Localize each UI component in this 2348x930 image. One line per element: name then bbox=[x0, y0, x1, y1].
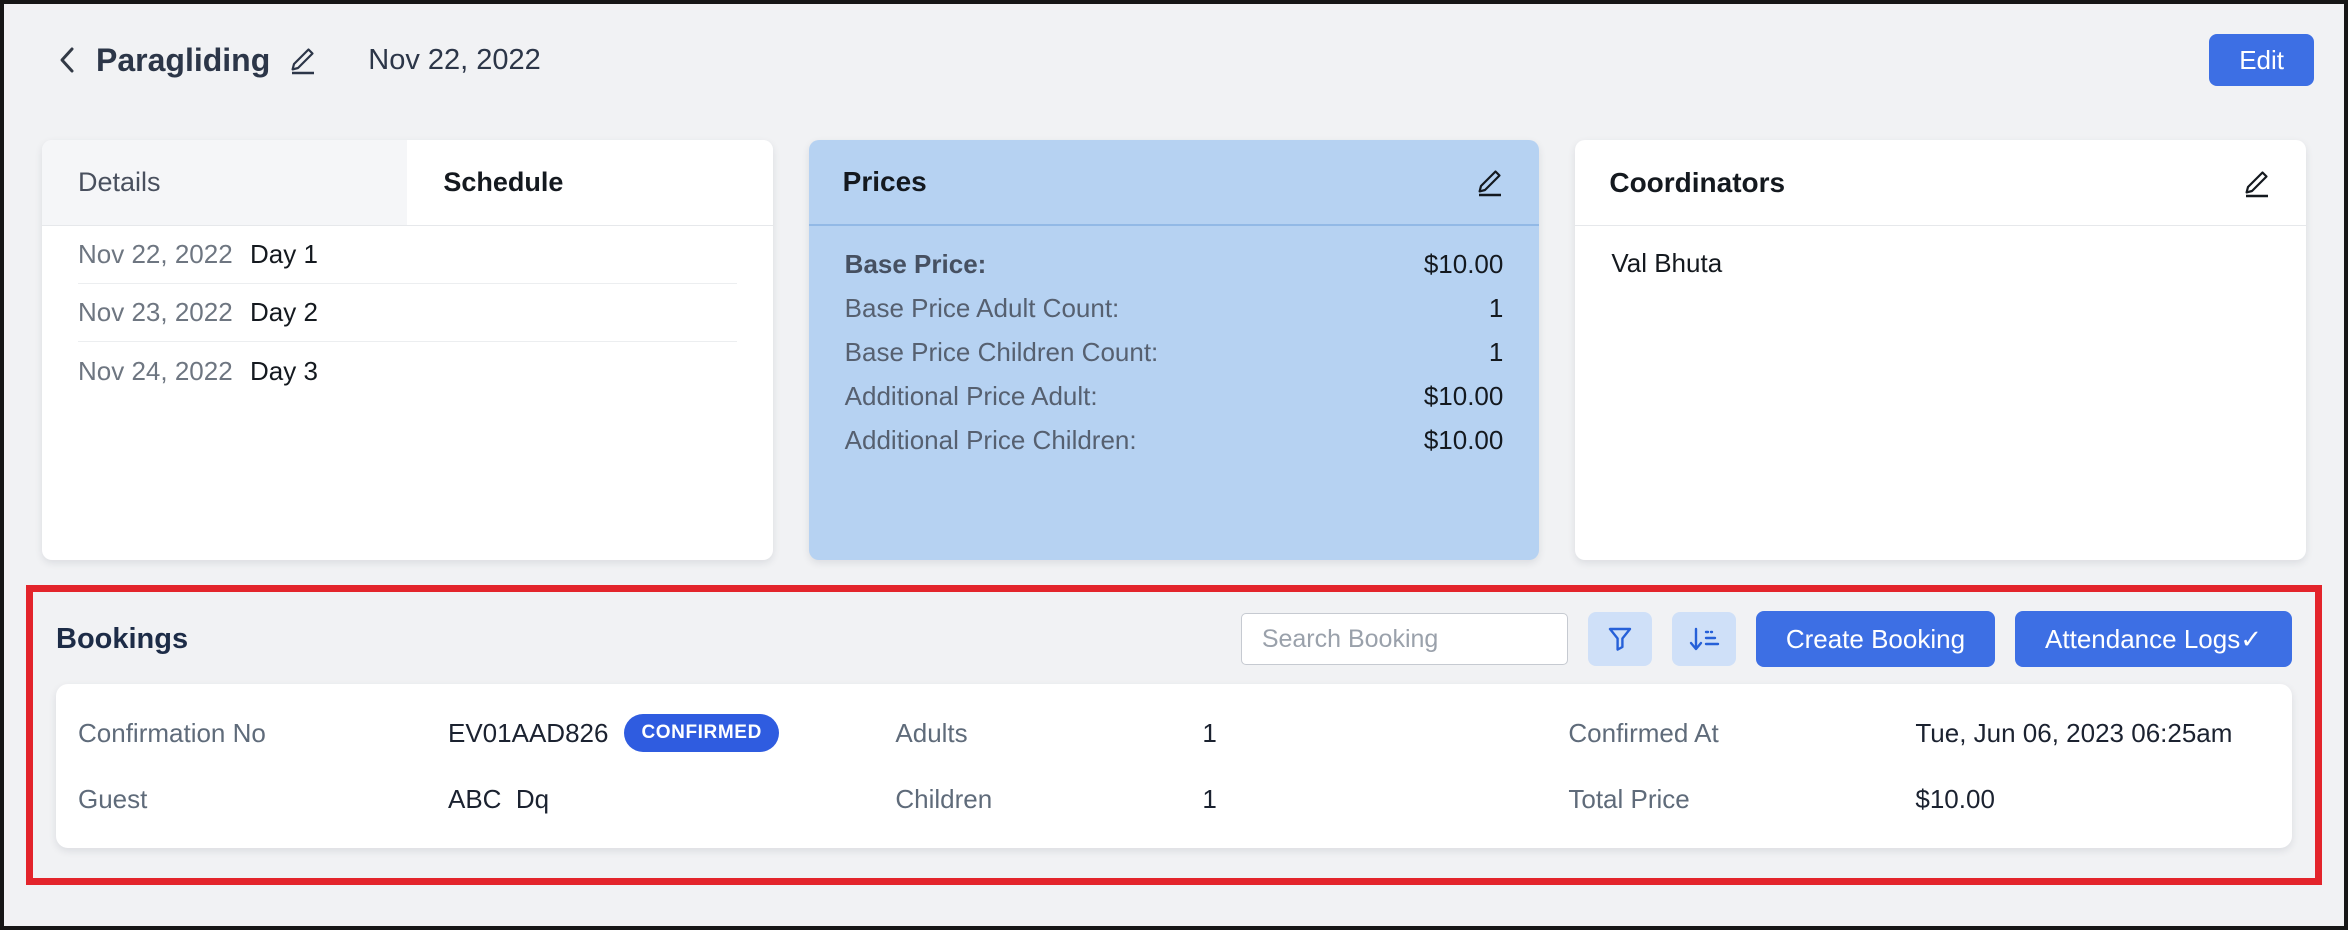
page-header: Paragliding Nov 22, 2022 Edit bbox=[4, 4, 2344, 116]
pencil-icon bbox=[2240, 167, 2272, 199]
status-badge: CONFIRMED bbox=[624, 714, 779, 752]
booking-col-3: Confirmed At Tue, Jun 06, 2023 06:25am T… bbox=[1568, 709, 2292, 823]
schedule-card: Details Schedule Nov 22, 2022 Day 1 Nov … bbox=[42, 140, 773, 560]
edit-coordinators-button[interactable] bbox=[2240, 167, 2272, 199]
search-booking-input[interactable] bbox=[1240, 613, 1568, 665]
adults-value: 1 bbox=[1202, 717, 1217, 748]
guest-value: ABC Dq bbox=[448, 783, 550, 814]
attendance-logs-button[interactable]: Attendance Logs✓ bbox=[2015, 611, 2292, 667]
price-value: $10.00 bbox=[1423, 248, 1504, 279]
price-value: $10.00 bbox=[1423, 424, 1504, 455]
adults-field: Adults 1 bbox=[895, 709, 1568, 757]
price-row: Additional Price Adult: $10.00 bbox=[845, 374, 1504, 418]
cards-row: Details Schedule Nov 22, 2022 Day 1 Nov … bbox=[42, 140, 2307, 560]
schedule-row-day: Day 1 bbox=[250, 239, 318, 269]
confirmation-value: EV01AAD826 bbox=[448, 717, 609, 748]
coordinators-card: Coordinators Val Bhuta bbox=[1575, 140, 2307, 560]
price-row: Additional Price Children: $10.00 bbox=[845, 418, 1504, 462]
filter-icon bbox=[1605, 624, 1635, 654]
schedule-tabbar: Details Schedule bbox=[42, 140, 773, 226]
adults-label: Adults bbox=[895, 717, 968, 748]
price-row: Base Price Adult Count: 1 bbox=[845, 286, 1504, 330]
price-value: 1 bbox=[1488, 336, 1504, 367]
booking-col-1: Confirmation No EV01AAD826 CONFIRMED Gue… bbox=[56, 709, 895, 823]
edit-title-button[interactable] bbox=[286, 44, 318, 76]
schedule-list: Nov 22, 2022 Day 1 Nov 23, 2022 Day 2 No… bbox=[42, 226, 773, 400]
coordinators-title: Coordinators bbox=[1609, 166, 1786, 198]
total-price-label: Total Price bbox=[1568, 783, 1690, 814]
booking-col-2: Adults 1 Children 1 bbox=[895, 709, 1568, 823]
confirmed-at-field: Confirmed At Tue, Jun 06, 2023 06:25am bbox=[1568, 709, 2292, 757]
price-label: Base Price Children Count: bbox=[844, 336, 1159, 367]
price-label: Additional Price Adult: bbox=[844, 380, 1098, 411]
price-label: Base Price Adult Count: bbox=[844, 292, 1120, 323]
confirmation-label: Confirmation No bbox=[78, 717, 266, 748]
schedule-row-date: Nov 22, 2022 bbox=[78, 239, 233, 269]
children-label: Children bbox=[895, 783, 993, 814]
total-price-value: $10.00 bbox=[1915, 783, 1995, 814]
confirmed-at-value: Tue, Jun 06, 2023 06:25am bbox=[1915, 717, 2233, 748]
bookings-title: Bookings bbox=[56, 622, 189, 655]
schedule-row-day: Day 3 bbox=[250, 355, 318, 386]
price-value: $10.00 bbox=[1423, 380, 1504, 411]
schedule-row-day: Day 2 bbox=[250, 297, 318, 327]
attendance-logs-label: Attendance Logs bbox=[2045, 623, 2241, 654]
price-label: Base Price: bbox=[844, 248, 987, 279]
children-field: Children 1 bbox=[895, 775, 1568, 823]
price-row: Base Price Children Count: 1 bbox=[845, 330, 1504, 374]
prices-list: Base Price: $10.00 Base Price Adult Coun… bbox=[809, 226, 1540, 462]
schedule-row: Nov 23, 2022 Day 2 bbox=[78, 284, 737, 342]
prices-card-header: Prices bbox=[808, 140, 1540, 226]
create-booking-button[interactable]: Create Booking bbox=[1755, 611, 1996, 667]
bookings-toolbar: Bookings Create Booking Attendanc bbox=[56, 594, 2292, 684]
event-date: Nov 22, 2022 bbox=[368, 43, 541, 76]
sort-button[interactable] bbox=[1671, 612, 1736, 666]
schedule-row-date: Nov 24, 2022 bbox=[78, 355, 233, 386]
tab-details[interactable]: Details bbox=[42, 140, 408, 225]
total-price-field: Total Price $10.00 bbox=[1568, 775, 2292, 823]
coordinators-card-header: Coordinators bbox=[1575, 140, 2307, 226]
back-button[interactable] bbox=[50, 40, 84, 80]
edit-prices-button[interactable] bbox=[1473, 166, 1505, 198]
guest-field: Guest ABC Dq bbox=[78, 775, 895, 823]
check-icon: ✓ bbox=[2240, 623, 2262, 654]
pencil-icon bbox=[1473, 166, 1505, 198]
booking-row[interactable]: Confirmation No EV01AAD826 CONFIRMED Gue… bbox=[56, 684, 2292, 848]
bookings-section: Bookings Create Booking Attendanc bbox=[26, 585, 2322, 885]
schedule-row-date: Nov 23, 2022 bbox=[78, 297, 233, 327]
confirmed-at-label: Confirmed At bbox=[1568, 717, 1719, 748]
sort-descending-icon bbox=[1687, 624, 1721, 654]
edit-button[interactable]: Edit bbox=[2209, 34, 2314, 86]
schedule-row: Nov 24, 2022 Day 3 bbox=[78, 342, 737, 400]
price-label: Additional Price Children: bbox=[844, 424, 1137, 455]
price-value: 1 bbox=[1488, 292, 1504, 323]
chevron-left-icon bbox=[55, 42, 79, 78]
schedule-row: Nov 22, 2022 Day 1 bbox=[78, 226, 737, 284]
prices-title: Prices bbox=[842, 166, 927, 197]
filter-button[interactable] bbox=[1587, 612, 1652, 666]
price-row: Base Price: $10.00 bbox=[845, 242, 1504, 286]
children-value: 1 bbox=[1202, 783, 1217, 814]
guest-label: Guest bbox=[78, 783, 148, 814]
confirmation-field: Confirmation No EV01AAD826 CONFIRMED bbox=[78, 709, 895, 757]
coordinator-name: Val Bhuta bbox=[1611, 248, 1723, 278]
prices-card: Prices Base Price: $10.00 Base Price Adu… bbox=[808, 140, 1540, 560]
tab-schedule[interactable]: Schedule bbox=[407, 140, 773, 225]
page-title: Paragliding bbox=[96, 41, 271, 78]
pencil-icon bbox=[286, 44, 318, 76]
